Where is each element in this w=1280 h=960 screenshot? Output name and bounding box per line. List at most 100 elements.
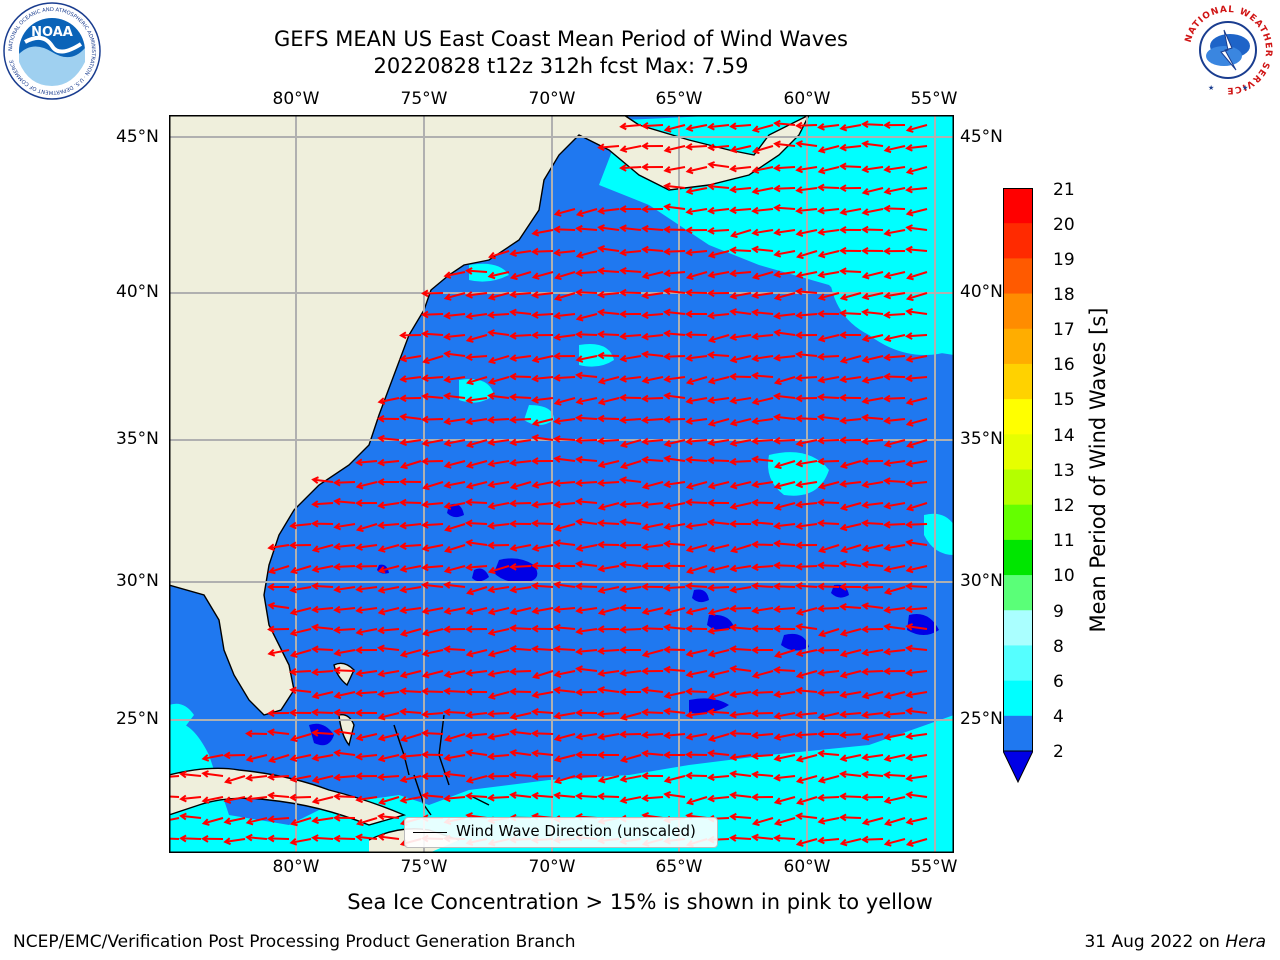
wave-direction-arrowhead [465,519,473,528]
wave-direction-arrowhead [422,356,430,365]
wave-direction-arrow [169,795,180,798]
wave-direction-arrow [510,460,532,465]
wave-direction-arrow [709,439,730,445]
wave-direction-arrow [577,628,598,633]
wave-direction-arrow [621,460,642,468]
wave-direction-arrow [378,691,400,696]
lon-label-top: 55°W [910,89,958,109]
wave-direction-arrowhead [641,224,649,233]
wave-direction-arrowhead [267,583,275,591]
wave-direction-arrow [577,458,598,462]
wave-direction-arrowhead [553,333,561,341]
wave-direction-arrowhead [905,707,913,715]
legend-line-swatch [413,832,447,833]
wave-direction-arrow [906,709,928,714]
wave-direction-arrowhead [796,797,804,806]
wave-direction-arrow [687,712,708,717]
wave-direction-arrow [291,565,312,573]
wave-direction-arrowhead [751,417,759,425]
wave-direction-arrowhead [795,331,803,339]
lat-label-right: 35°N [960,429,1003,449]
wave-direction-arrowhead [685,456,693,464]
wave-direction-arrow [357,460,378,464]
wave-direction-arrowhead [641,437,649,446]
wave-direction-arrowhead [465,607,474,616]
wave-direction-arrowhead [619,646,627,654]
wave-direction-arrow [532,397,554,402]
wave-direction-arrow [664,228,686,231]
wave-direction-arrowhead [751,125,760,133]
colorbar-band [1003,715,1033,752]
wave-direction-arrowhead [619,500,627,509]
wave-direction-arrowhead [355,669,363,678]
wave-direction-arrowhead [465,461,474,469]
wave-direction-arrowhead [663,287,671,296]
wave-direction-arrow [665,394,686,399]
wave-direction-arrow [290,688,312,693]
wave-direction-arrow [555,626,576,630]
wave-direction-arrow [180,837,202,840]
wave-direction-arrow [731,397,752,403]
wave-direction-arrowhead [597,224,605,232]
wave-direction-arrowhead [685,582,693,590]
wave-direction-arrow [665,668,686,672]
wave-direction-arrow [906,523,928,526]
wave-direction-arrowhead [443,439,452,447]
wave-direction-arrowhead [751,245,759,254]
wave-direction-arrow [576,794,598,798]
wave-direction-arrowhead [421,392,429,401]
wave-direction-arrowhead [399,521,407,530]
wave-direction-arrow [576,333,598,336]
wave-direction-arrowhead [751,624,759,633]
wave-direction-arrow [577,250,598,258]
wave-direction-arrow [643,271,664,278]
wave-direction-arrowhead [641,163,649,171]
wave-direction-arrowhead [817,334,826,343]
wave-direction-arrowhead [773,250,782,258]
wave-direction-arrow [599,733,620,739]
wave-direction-arrowhead [883,839,892,847]
wave-direction-arrowhead [795,776,804,784]
wave-direction-arrow [665,481,686,486]
wave-direction-arrowhead [355,524,364,533]
wave-direction-arrowhead [663,392,671,400]
wave-direction-arrow [752,543,774,546]
wave-direction-arrow [818,649,840,652]
wave-direction-arrowhead [795,140,803,148]
wave-direction-arrow [797,584,818,588]
wave-direction-arrow [885,625,906,630]
wave-direction-arrow [643,544,664,549]
wave-direction-arrow [840,816,862,819]
wave-direction-arrowhead [751,646,759,654]
wave-direction-arrowhead [839,731,847,739]
wave-direction-arrow [269,794,290,798]
wave-direction-arrowhead [290,818,298,827]
wave-direction-arrow [621,712,642,720]
wave-direction-arrowhead [333,542,341,551]
wave-direction-arrowhead [619,248,627,257]
wave-direction-arrow [665,502,686,508]
wave-direction-arrowhead [399,375,407,383]
wave-direction-arrow [357,607,378,612]
wave-direction-arrowhead [421,671,430,679]
wave-direction-arrowhead [707,182,715,191]
wave-direction-arrow [576,667,598,672]
wave-direction-arrow [554,376,576,380]
wave-direction-arrow [379,544,400,552]
wave-direction-arrow [401,415,422,420]
wave-direction-arrow [862,670,884,673]
wave-direction-arrow [753,145,774,153]
wave-direction-arrow [642,711,664,714]
wave-direction-arrow [203,796,224,802]
wave-direction-arrow [819,712,840,719]
wave-direction-arrow [862,521,884,525]
wave-direction-arrowhead [531,606,540,615]
wave-direction-arrow [643,313,664,317]
wave-direction-arrow [907,817,928,824]
wave-direction-arrow [664,310,686,315]
wave-direction-arrowhead [641,708,649,717]
wave-direction-arrow [488,796,510,799]
wave-direction-arrow [797,775,818,783]
wave-direction-arrow [687,544,708,552]
wave-direction-arrow [643,796,664,800]
